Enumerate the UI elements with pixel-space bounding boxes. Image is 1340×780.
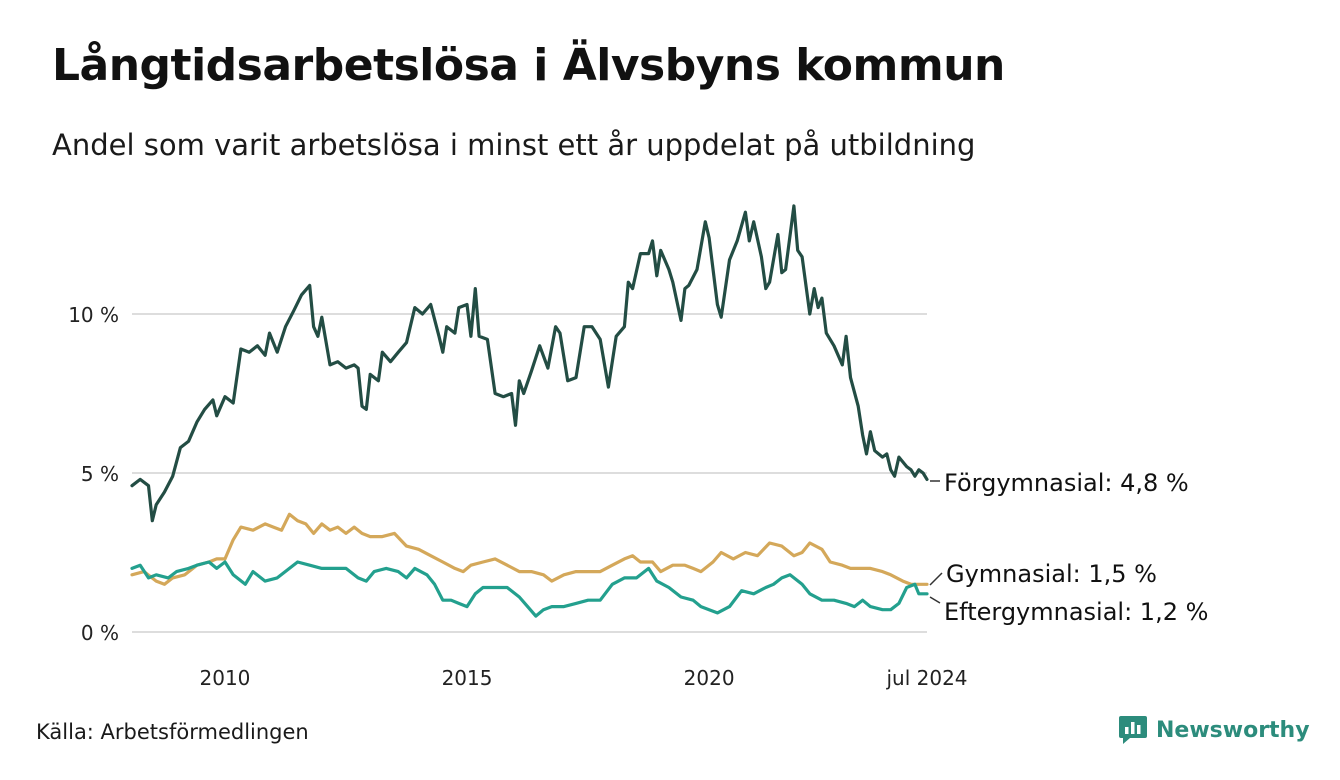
x-tick-label-3: jul 2024 (885, 666, 967, 690)
brand-name: Newsworthy (1156, 718, 1310, 743)
end-label-connector-eftergymnasial (930, 597, 940, 603)
x-tick-label-1: 2015 (442, 666, 493, 690)
y-tick-label-0: 0 % (81, 621, 119, 645)
y-tick-label-1: 5 % (81, 462, 119, 486)
newsworthy-logo-icon (1118, 714, 1148, 746)
end-label-gymnasial: Gymnasial: 1,5 % (946, 560, 1157, 588)
line-chart: 0 % 5 % 10 % 2010 2015 2020 jul 2024 Gymnasial:… (0, 0, 1340, 780)
x-tick-label-2: 2020 (684, 666, 735, 690)
end-label-connector-gymnasial (930, 573, 942, 585)
end-label-forgymnasial: Förgymnasial: 4,8 % (944, 469, 1189, 497)
x-tick-label-0: 2010 (200, 666, 251, 690)
brand-logo: Newsworthy (1118, 714, 1310, 746)
end-label-eftergymnasial: Eftergymnasial: 1,2 % (944, 598, 1208, 626)
y-tick-label-2: 10 % (68, 303, 119, 327)
source-note: Källa: Arbetsförmedlingen (36, 720, 309, 744)
